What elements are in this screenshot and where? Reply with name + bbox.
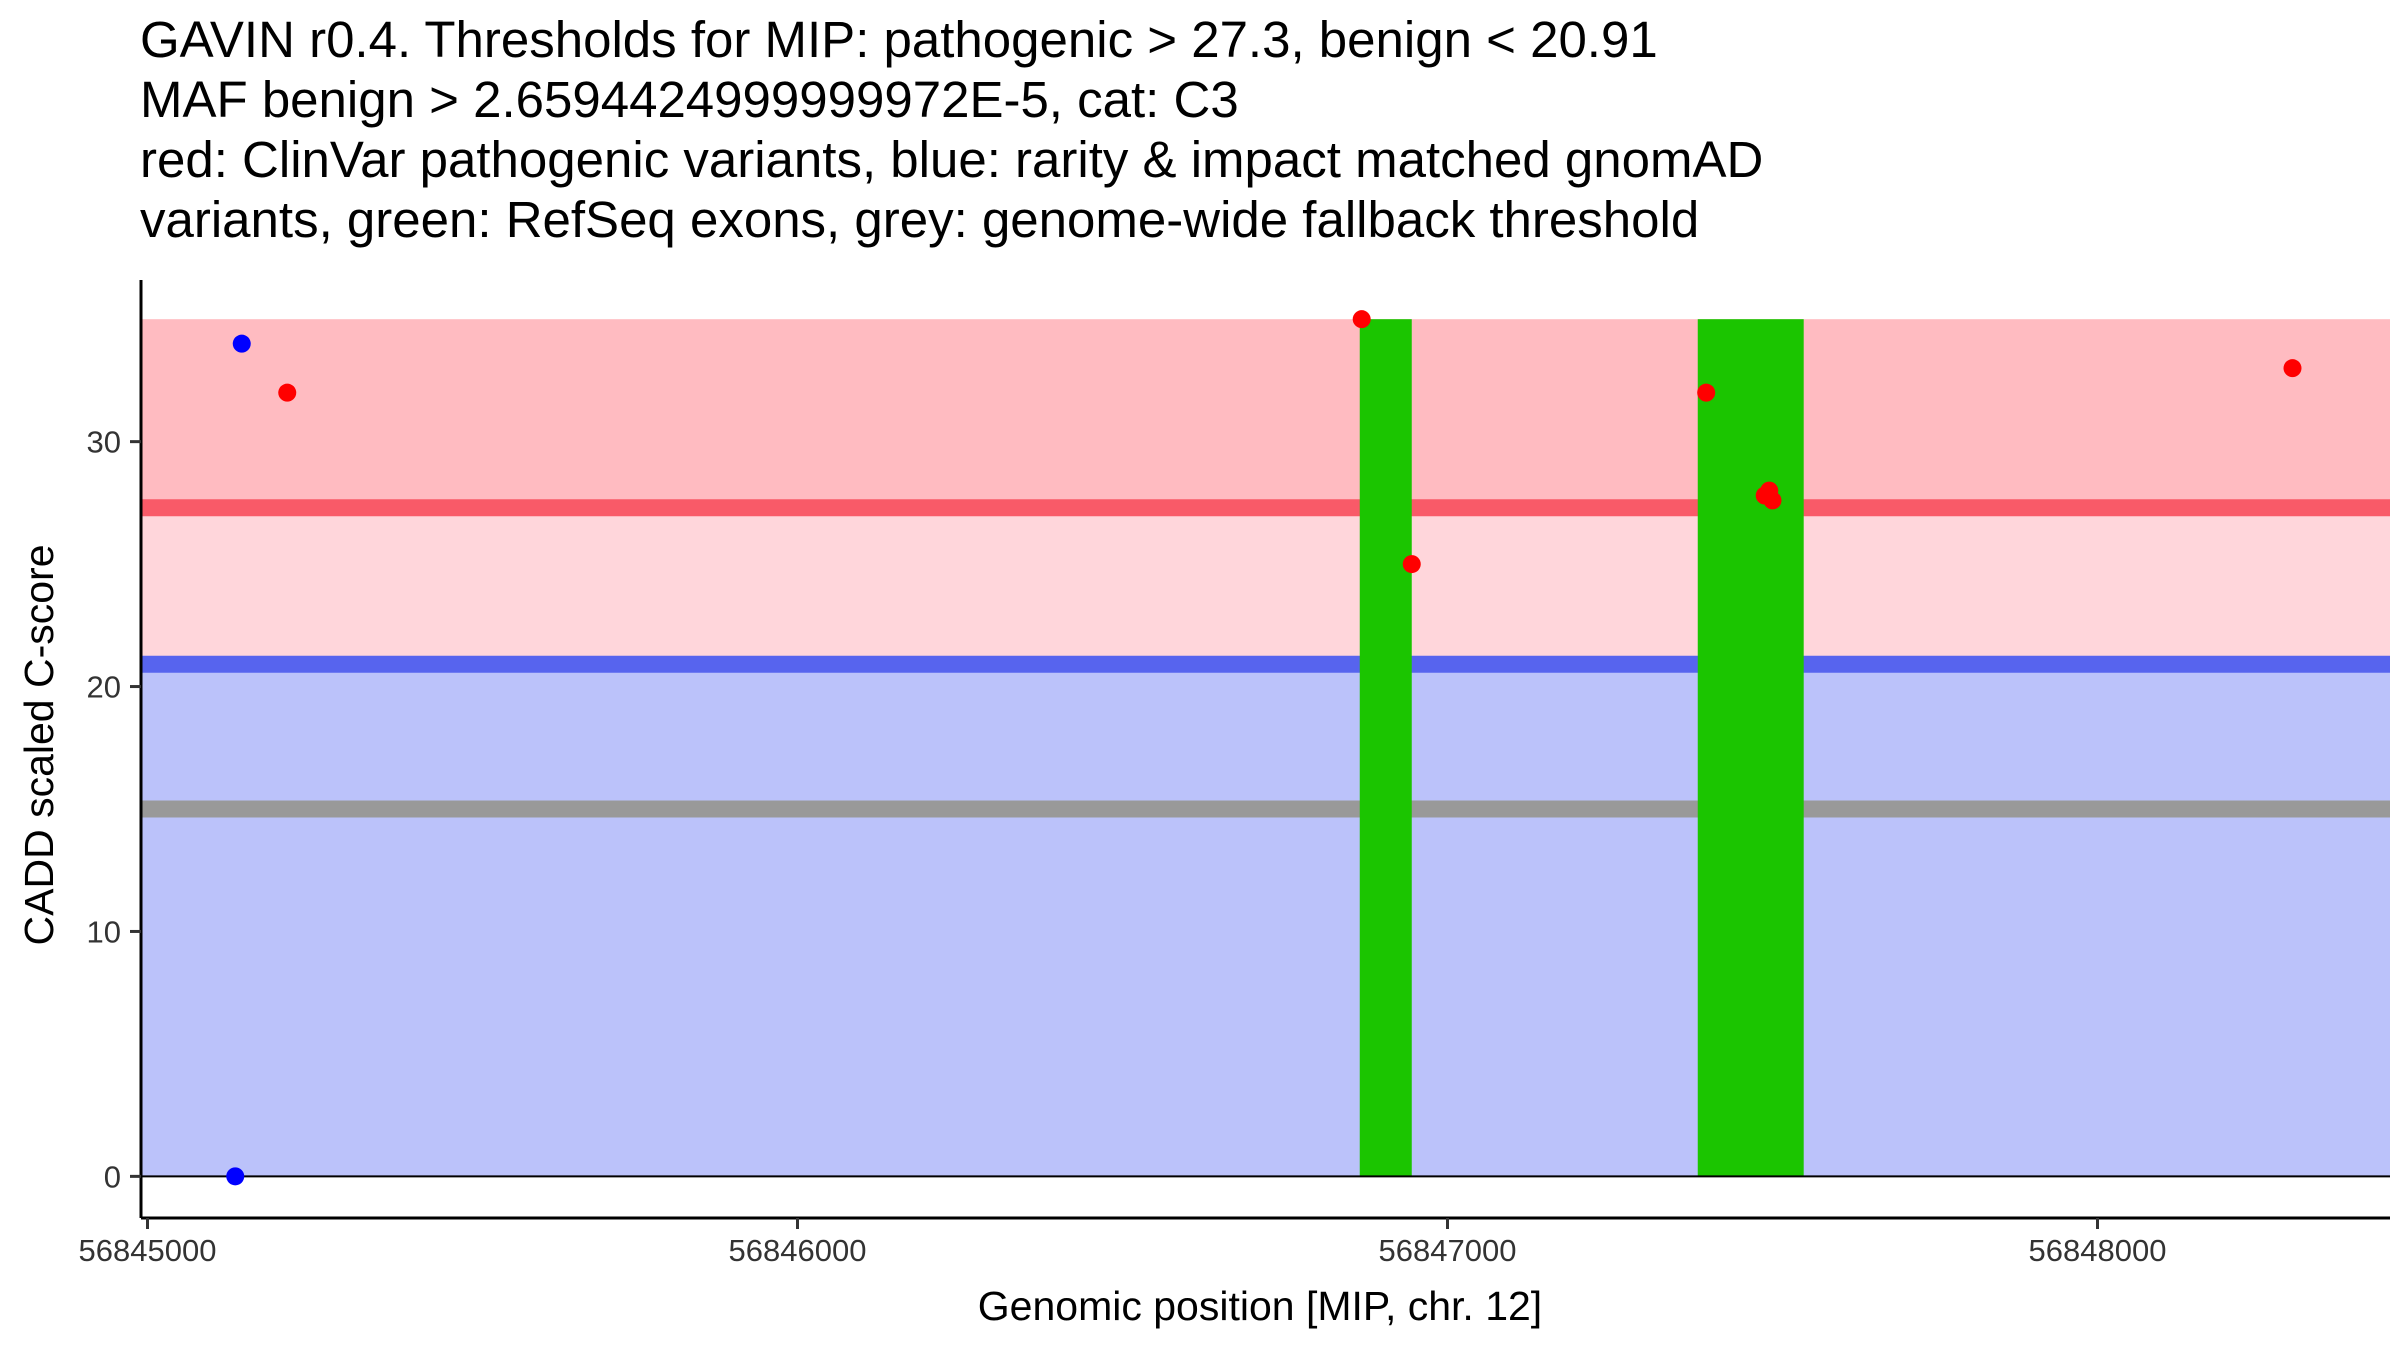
y-tick-label: 0 — [104, 1159, 121, 1194]
x-tick-label: 56848000 — [2029, 1233, 2167, 1268]
x-axis-title: Genomic position [MIP, chr. 12] — [978, 1283, 1542, 1329]
y-tick-label: 10 — [87, 914, 121, 949]
title-line-1: GAVIN r0.4. Thresholds for MIP: pathogen… — [140, 11, 1658, 68]
pathogenic-zone — [141, 319, 2390, 508]
title-line-2: MAF benign > 2.6594424999999972E-5, cat:… — [140, 71, 1239, 128]
clinvar-pathogenic-point-7 — [1763, 491, 1782, 510]
exon-bars — [1359, 319, 1804, 1177]
tick-labels: 56845000 56846000 56847000 56848000 0 10 20 30 — [79, 425, 2167, 1268]
y-tick-label: 20 — [87, 670, 121, 705]
data-points — [226, 310, 2302, 1186]
chart-title: GAVIN r0.4. Thresholds for MIP: pathogen… — [140, 10, 2380, 250]
y-axis-title: CADD scaled C-score — [16, 545, 62, 946]
axes — [130, 280, 2390, 1229]
gnomad-point-2 — [226, 1167, 245, 1186]
exon-bar-2 — [1697, 319, 1804, 1177]
clinvar-pathogenic-point-2 — [1352, 310, 1371, 329]
gnomad-point-1 — [232, 334, 251, 353]
threshold-lines — [141, 499, 2390, 818]
benign-zone — [141, 664, 2390, 1177]
clinvar-pathogenic-point-4 — [1697, 383, 1716, 402]
background-regions — [141, 319, 2390, 1177]
x-tick-label: 56847000 — [1379, 1233, 1517, 1268]
title-line-3: red: ClinVar pathogenic variants, blue: … — [140, 131, 1764, 188]
clinvar-pathogenic-point-1 — [278, 383, 297, 402]
x-tick-label: 56845000 — [79, 1233, 217, 1268]
grey-zone — [141, 507, 2390, 665]
x-tick-label: 56846000 — [729, 1233, 867, 1268]
y-tick-label: 30 — [87, 425, 121, 460]
title-line-4: variants, green: RefSeq exons, grey: gen… — [140, 191, 1700, 248]
clinvar-pathogenic-point-8 — [2283, 359, 2302, 378]
clinvar-pathogenic-point-3 — [1402, 555, 1421, 574]
exon-bar-1 — [1359, 319, 1412, 1177]
